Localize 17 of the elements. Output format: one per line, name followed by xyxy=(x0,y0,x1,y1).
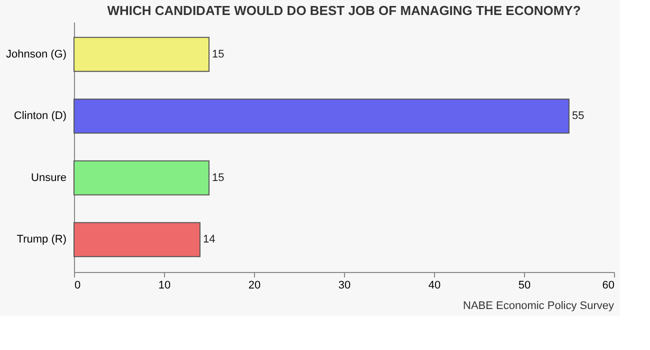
x-tick-label: 60 xyxy=(602,280,614,292)
y-tick-label: Unsure xyxy=(31,172,66,184)
x-tick-label: 10 xyxy=(158,280,171,292)
text: NABE Economic Policy Survey xyxy=(463,300,614,312)
x-tick-label: 30 xyxy=(338,280,351,292)
chart-title: WHICH CANDIDATE WOULD DO BEST JOB OF MANAGING THE ECONOMY? xyxy=(107,3,581,18)
y-tick-label: Johnson (G) xyxy=(6,48,66,60)
y-tick-label: Clinton (D) xyxy=(14,110,66,122)
data-label: 55 xyxy=(572,110,584,122)
data-label: 14 xyxy=(203,234,216,246)
x-tick-label: 50 xyxy=(518,280,531,292)
x-tick-label: 0 xyxy=(74,280,81,292)
x-tick-label: 20 xyxy=(248,280,261,292)
data-label: 15 xyxy=(212,172,224,184)
x-tick-label: 40 xyxy=(428,280,441,292)
y-tick-label: Trump (R) xyxy=(16,234,66,246)
data-label: 15 xyxy=(212,48,224,60)
